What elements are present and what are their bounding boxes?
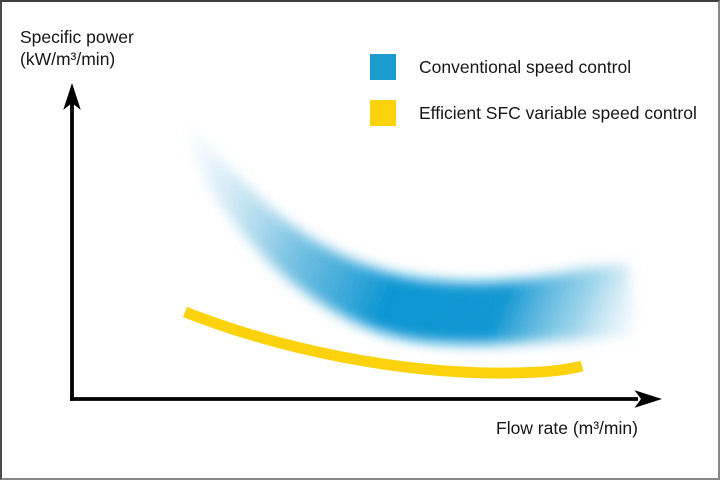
y-axis-title-line1: Specific power [20,27,134,47]
legend-swatch-blue [370,54,396,80]
y-axis-arrowhead [63,83,81,110]
x-axis-arrowhead [634,390,662,408]
conventional-speed-band [186,117,635,344]
legend-item-conventional: Conventional speed control [370,54,631,80]
efficient-sfc-curve [182,306,584,379]
legend-label-conventional: Conventional speed control [419,56,632,77]
legend-swatch-yellow [370,100,396,126]
y-axis-title-line2: (kW/m³/min) [20,49,116,69]
legend-label-efficient-sfc: Efficient SFC variable speed control [419,102,697,123]
x-axis-title: Flow rate (m³/min) [496,418,638,438]
y-axis-title: Specific power (kW/m³/min) [20,26,134,70]
legend-item-efficient-sfc: Efficient SFC variable speed control [370,100,697,126]
